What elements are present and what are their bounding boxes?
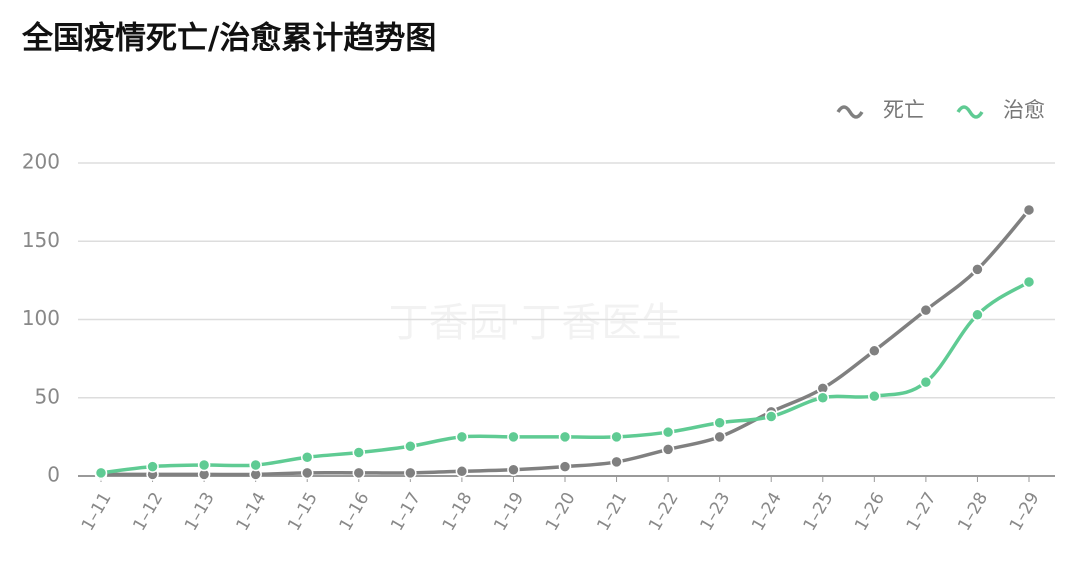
x-tick-label: 1–14	[233, 489, 271, 534]
x-tick-label: 1–29	[1006, 489, 1044, 534]
point	[610, 455, 623, 469]
x-tick-label: 1–19	[490, 489, 528, 534]
point	[713, 416, 726, 430]
watermark: 丁香园·丁香医生	[389, 300, 682, 346]
point	[455, 430, 469, 444]
point	[404, 440, 417, 453]
point	[197, 458, 211, 472]
y-tick-label: 200	[22, 150, 60, 174]
legend: 死亡 治愈	[836, 98, 1045, 122]
x-tick-label: 1–20	[542, 489, 580, 534]
legend-label: 死亡	[883, 98, 925, 122]
x-tick-label: 1–15	[284, 489, 322, 534]
legend-icon	[836, 105, 864, 119]
point	[146, 460, 159, 473]
point	[971, 308, 984, 322]
x-tick-label: 1–12	[129, 489, 167, 534]
point	[610, 430, 623, 444]
legend-icon	[956, 105, 984, 119]
point	[919, 303, 933, 317]
point	[352, 466, 366, 480]
x-tick-label: 1–13	[181, 489, 219, 534]
point	[1022, 203, 1036, 217]
point	[764, 410, 778, 423]
point	[919, 375, 933, 389]
point	[507, 463, 520, 476]
point	[300, 466, 314, 480]
point	[661, 443, 675, 456]
point	[94, 466, 108, 480]
y-tick-label: 100	[22, 306, 60, 330]
x-tick-label: 1–16	[336, 489, 374, 534]
legend-label: 治愈	[1003, 98, 1045, 122]
point	[352, 446, 366, 459]
point	[816, 391, 830, 404]
point	[404, 466, 417, 480]
point	[507, 430, 520, 444]
point	[713, 430, 726, 444]
x-tick-label: 1–25	[800, 489, 838, 534]
x-tick-label: 1–26	[851, 489, 889, 534]
y-tick-label: 150	[22, 228, 60, 252]
x-tick-label: 1–23	[697, 489, 735, 534]
x-tick-label: 1–24	[748, 489, 786, 534]
point	[868, 389, 881, 403]
chart-title: 全国疫情死亡/治愈累计趋势图	[21, 21, 436, 57]
x-tick-label: 1–27	[903, 489, 941, 534]
point	[971, 263, 984, 276]
x-tick-label: 1–18	[439, 489, 477, 534]
point	[455, 465, 469, 478]
point	[300, 450, 314, 464]
y-tick-label: 0	[47, 463, 60, 487]
point	[1022, 275, 1036, 289]
x-tick-label: 1–21	[593, 489, 631, 534]
point	[661, 425, 675, 439]
x-tick-label: 1–28	[954, 489, 992, 534]
y-tick-label: 50	[35, 384, 60, 408]
x-tick-label: 1–22	[645, 489, 683, 534]
point	[868, 344, 881, 358]
x-tick-label: 1–17	[387, 489, 425, 534]
x-tick-label: 1–11	[78, 489, 116, 534]
point	[249, 458, 262, 472]
point	[558, 460, 572, 473]
point	[558, 430, 572, 444]
